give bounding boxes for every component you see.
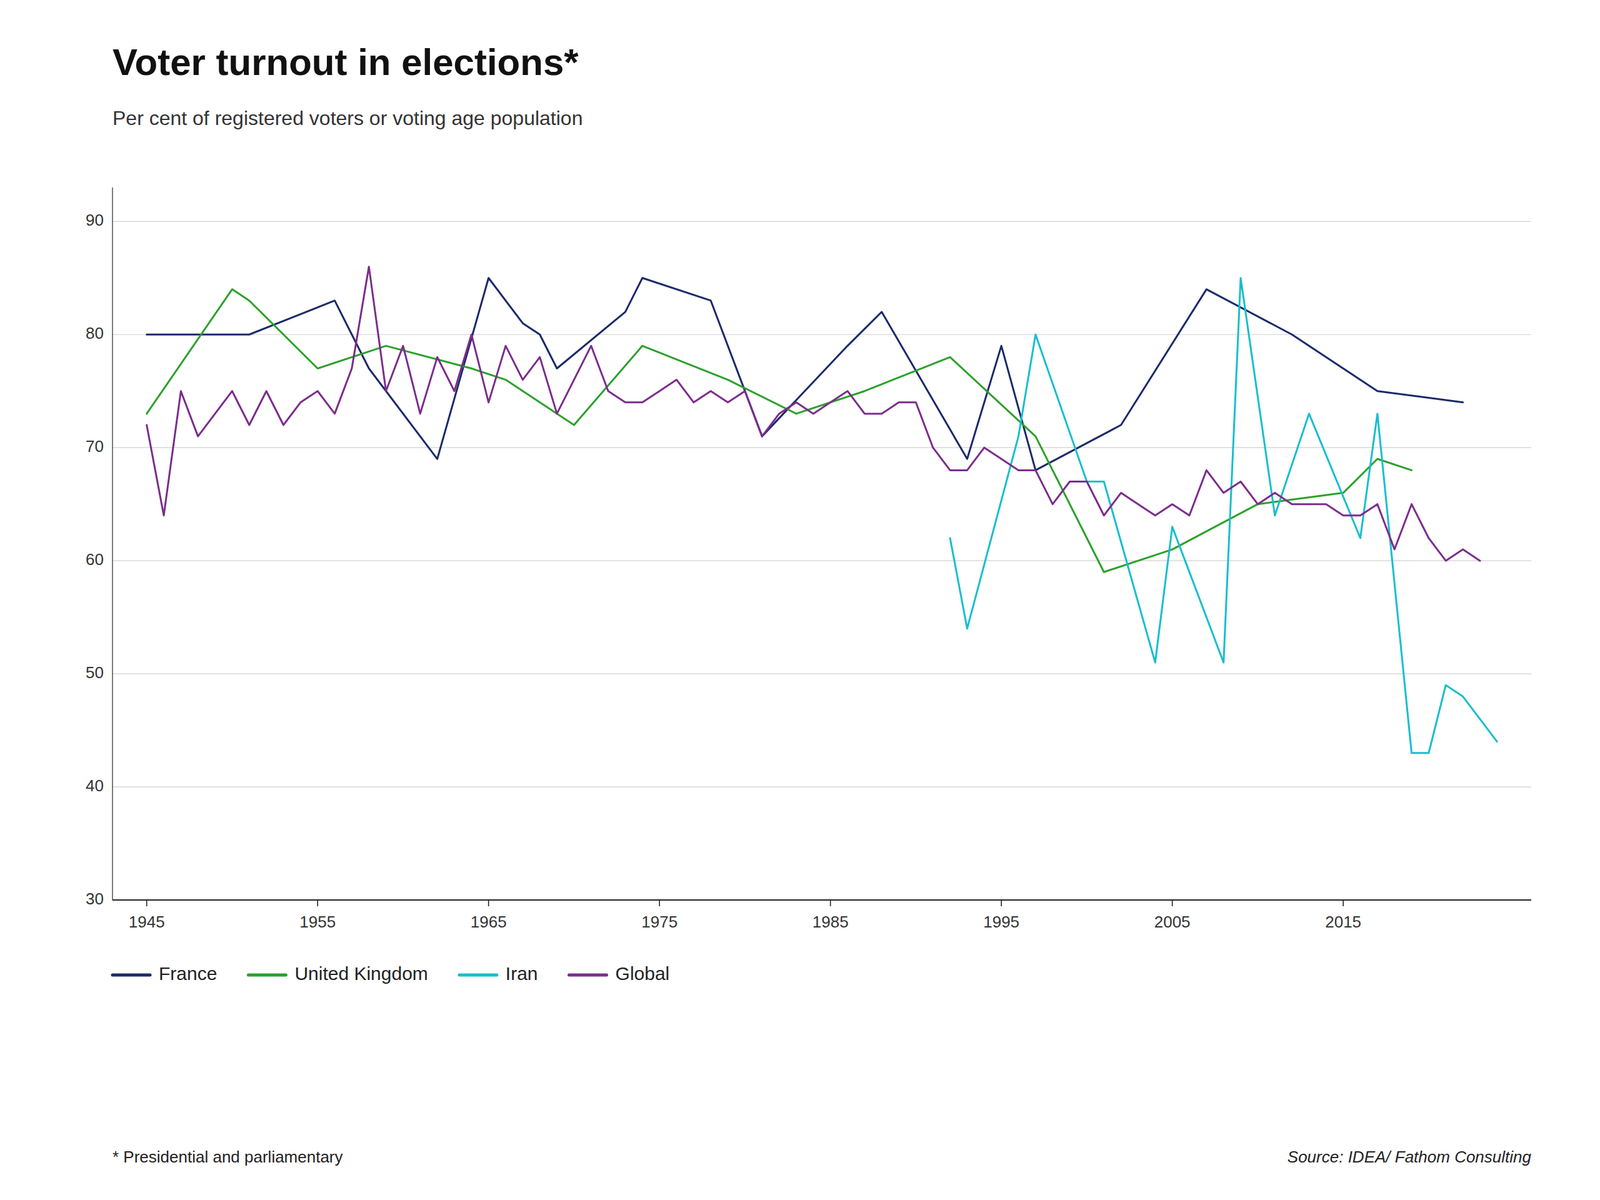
x-tick-label: 1955	[299, 912, 336, 932]
x-axis	[112, 899, 1532, 901]
legend-swatch	[248, 973, 286, 977]
x-tick-label: 1995	[983, 912, 1020, 932]
x-tick	[658, 900, 660, 907]
legend-label: Global	[615, 963, 670, 984]
series-line	[146, 266, 1480, 561]
x-tick-label: 1945	[128, 912, 165, 932]
legend-label: Iran	[505, 963, 539, 984]
legend-swatch	[569, 973, 607, 977]
y-tick-label: 80	[85, 323, 104, 343]
x-tick	[316, 900, 319, 907]
grid-line	[112, 447, 1532, 449]
grid-line	[112, 786, 1532, 787]
y-tick-label: 50	[85, 663, 104, 682]
y-tick-label: 30	[85, 889, 104, 909]
background	[0, 0, 1600, 1200]
x-tick	[1000, 900, 1002, 907]
x-tick-label: 1975	[641, 912, 678, 932]
legend-swatch	[459, 973, 497, 977]
grid-line	[112, 673, 1532, 674]
grid-line	[112, 334, 1532, 335]
source: Source: IDEA/ Fathom Consulting	[1287, 1147, 1532, 1167]
grid	[112, 221, 1532, 900]
grid-line	[112, 221, 1532, 222]
footnote: * Presidential and parliamentary	[112, 1147, 344, 1167]
y-axis	[111, 187, 113, 900]
x-tick-label: 2015	[1325, 912, 1362, 932]
legend-label: United Kingdom	[294, 963, 428, 984]
legend-swatch	[112, 973, 150, 977]
chart: Voter turnout in elections* Per cent of r…	[0, 0, 1600, 1200]
series-line	[146, 289, 1412, 572]
x-tick-label: 2005	[1154, 912, 1191, 932]
x-tick-label: 1985	[812, 912, 849, 932]
y-tick-label: 60	[85, 550, 104, 569]
x-tick	[1342, 900, 1344, 907]
title: Voter turnout in elections*	[112, 41, 579, 84]
y-tick-label: 40	[85, 776, 104, 795]
x-tick	[488, 900, 490, 907]
x-tick	[1171, 900, 1174, 907]
x-tick-label: 1965	[470, 912, 507, 932]
x-tick	[146, 900, 148, 907]
y-tick-label: 70	[85, 436, 104, 456]
grid-line	[112, 899, 1532, 900]
legend-label: France	[158, 963, 217, 984]
grid-line	[112, 560, 1532, 562]
y-tick-label: 90	[85, 210, 104, 230]
x-tick	[830, 900, 832, 907]
series-line	[146, 278, 1464, 471]
legend: France United Kingdom Iran Global	[112, 963, 670, 984]
subtitle: Per cent of registered voters or voting …	[112, 106, 583, 130]
series-line	[950, 278, 1497, 754]
lines	[146, 266, 1498, 754]
